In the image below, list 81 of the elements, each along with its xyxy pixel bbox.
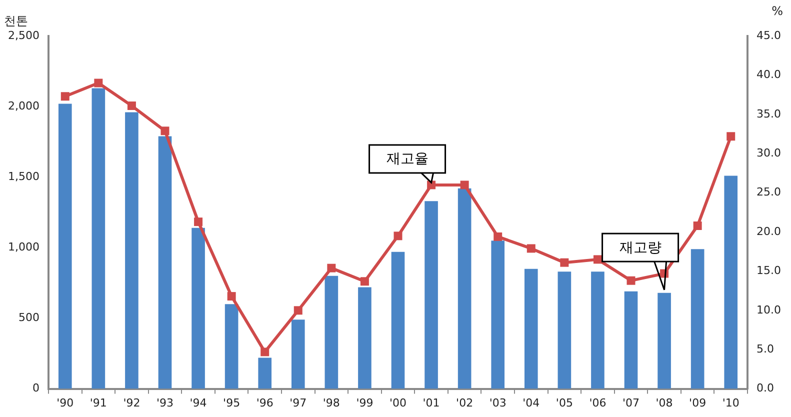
point (360, 277, 369, 286)
point (626, 276, 636, 285)
bar (524, 268, 538, 389)
bar (125, 112, 138, 389)
point (127, 102, 136, 110)
x-tick-label: '98 (322, 396, 340, 410)
y2-tick-label: 35.0 (756, 107, 782, 120)
y-tick-label: 1,000 (8, 240, 40, 254)
y-tick-label: 500 (18, 311, 40, 324)
x-tick-label: '94 (190, 396, 207, 410)
bar (591, 272, 604, 389)
y2-tick-label: 30.0 (756, 146, 782, 160)
bar (624, 291, 638, 389)
y2-tick-label: 20.0 (756, 224, 782, 238)
y2-tick-label: 10.0 (756, 303, 782, 316)
point (327, 264, 336, 272)
point (526, 244, 536, 253)
bar (724, 176, 738, 389)
x-tick-label: '91 (90, 396, 107, 410)
x-tick-label: '05 (556, 396, 573, 410)
x-tick-label: '09 (689, 396, 706, 410)
annotation: 재고율 (386, 150, 428, 168)
x-tick-label: '08 (656, 396, 673, 410)
point (560, 258, 569, 267)
bar (458, 188, 472, 389)
bar (491, 240, 505, 389)
y2-tick-label: 40.0 (756, 68, 782, 82)
point (726, 132, 736, 141)
y2-tick-label: 45.0 (756, 28, 782, 42)
x-tick-label: '95 (223, 396, 240, 410)
point (294, 306, 302, 315)
x-tick-label: '96 (256, 396, 274, 410)
x-tick-label: '93 (156, 396, 174, 410)
bar (558, 272, 572, 389)
bar (258, 358, 272, 389)
bar (192, 228, 205, 389)
bar (358, 287, 372, 389)
point (227, 292, 236, 301)
y-tick-label: 2,000 (8, 99, 40, 112)
y-tick-label: 2,500 (8, 28, 40, 42)
bar (158, 136, 172, 389)
y-tick-label: 0 (32, 382, 40, 395)
bar (58, 104, 72, 389)
x-tick-label: '97 (290, 396, 307, 410)
bar (324, 276, 338, 389)
x-tick-label: '01 (422, 396, 440, 410)
point (94, 78, 103, 88)
x-tick-label: '04 (522, 396, 540, 410)
x-tick-label: '02 (456, 396, 474, 410)
y2-axis-title: % (772, 4, 783, 18)
point (494, 232, 502, 241)
point (194, 218, 203, 226)
x-tick-label: '99 (356, 396, 374, 410)
point (60, 92, 70, 101)
bar (291, 320, 305, 389)
y-axis-title: 천톤 (4, 14, 28, 28)
bar (391, 252, 405, 389)
bar (224, 304, 238, 389)
bar (92, 88, 106, 389)
point (593, 255, 602, 264)
y-tick-label: 1,500 (8, 170, 40, 183)
bar (690, 249, 704, 389)
y2-tick-label: 0.0 (756, 382, 774, 395)
x-tick-label: '10 (722, 396, 740, 410)
bar (424, 201, 438, 389)
x-tick-label: '03 (489, 396, 506, 410)
x-tick-label: '90 (56, 396, 74, 410)
bar (658, 292, 671, 389)
point (693, 221, 702, 230)
y2-tick-label: 5.0 (756, 342, 774, 356)
point (460, 180, 469, 190)
x-tick-label: '00 (389, 396, 407, 410)
point (260, 348, 270, 356)
y2-tick-label: 25.0 (756, 186, 782, 199)
point (160, 126, 170, 136)
x-tick-label: '06 (589, 396, 606, 410)
y2-tick-label: 15.0 (756, 264, 782, 278)
x-tick-label: '92 (123, 396, 140, 410)
annotation: 재고량 (619, 238, 662, 257)
x-tick-label: '07 (622, 396, 640, 410)
point (394, 232, 402, 240)
